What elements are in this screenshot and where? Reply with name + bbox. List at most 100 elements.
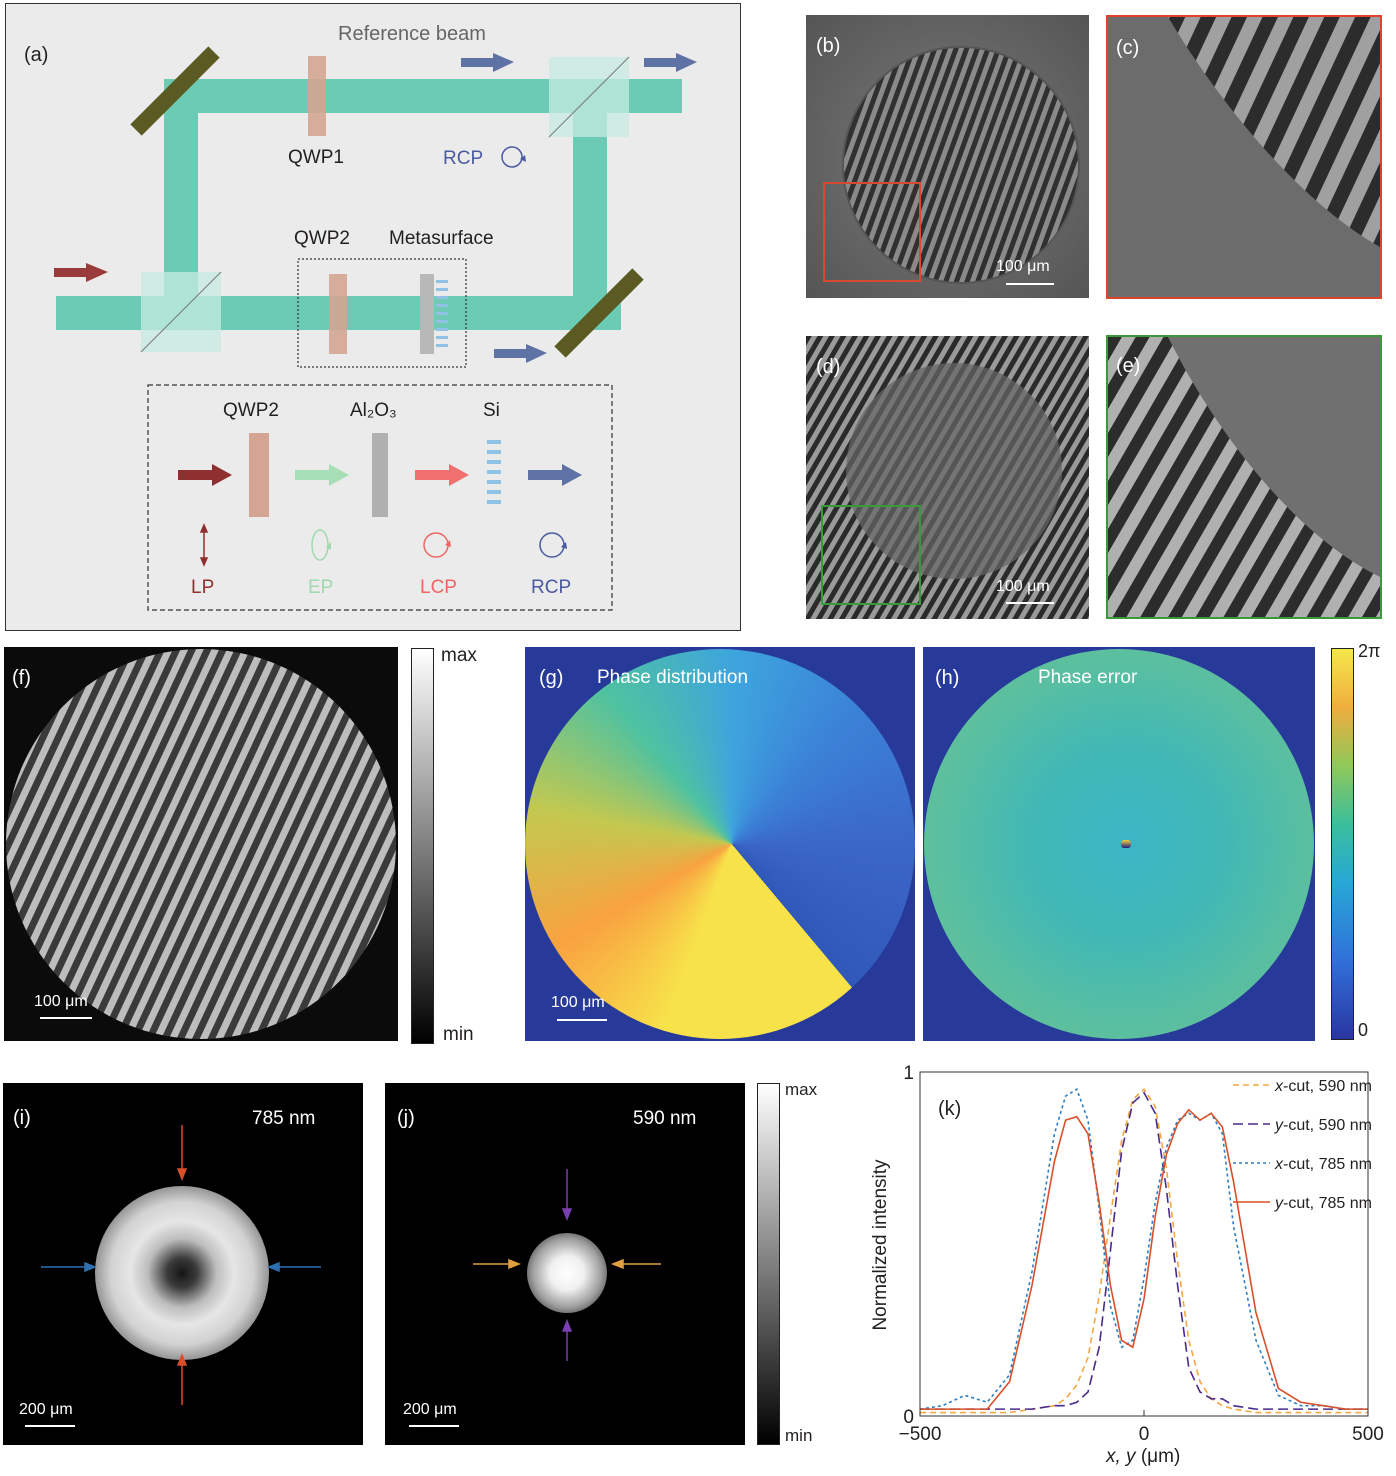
panel-i-wavelength: 785 nm — [252, 1108, 316, 1129]
lp-label: LP — [191, 577, 215, 598]
panel-i-scale-bar — [25, 1425, 75, 1427]
panel-c-image: (c) — [1106, 15, 1382, 299]
panel-i-image: (i) 785 nm 200 μm — [3, 1083, 363, 1445]
qwp2-label: QWP2 — [294, 228, 350, 249]
legend-label: y-cut, 785 nm — [1274, 1195, 1372, 1212]
panel-j-image: (j) 590 nm 200 μm — [385, 1083, 745, 1445]
spot-beam-590 — [527, 1233, 607, 1313]
arrow-top-orange-icon — [176, 1125, 188, 1182]
panel-j-colorbar — [757, 1083, 780, 1445]
inset-arrow-rcp-icon — [528, 464, 582, 486]
reference-beam-label: Reference beam — [338, 23, 486, 45]
panel-j-cbar-max: max — [785, 1080, 818, 1099]
arrows-i — [41, 1125, 321, 1405]
lcp-label: LCP — [420, 577, 457, 598]
series-line-1 — [920, 1091, 1368, 1410]
panel-d-scale-bar — [1006, 602, 1054, 604]
arrow-top-purple-icon — [561, 1169, 573, 1222]
inset-arrow-ep-icon — [295, 464, 349, 486]
legend-label: x-cut, 590 nm — [1274, 1078, 1372, 1095]
x-tick-label: 500 — [1352, 1424, 1384, 1445]
legend-label: x-cut, 785 nm — [1274, 1156, 1372, 1173]
inset-dashed-box — [147, 384, 613, 611]
arrow-left-orange-icon — [473, 1258, 522, 1270]
panel-g-title: Phase distribution — [597, 667, 749, 688]
qwp1-plate — [308, 56, 326, 136]
hologram-d — [806, 336, 1089, 619]
panel-g-scale-bar — [557, 1019, 607, 1021]
panel-h-colorbar — [1331, 648, 1354, 1040]
zoom-box-red — [823, 182, 921, 282]
arrow-left-blue-icon — [41, 1261, 98, 1273]
beam-splitter-top-diagonal — [548, 56, 630, 138]
phase-error-map-h — [924, 649, 1314, 1039]
y-axis-label: Normalized intensity — [870, 1159, 891, 1331]
panel-f-colorbar — [411, 648, 434, 1044]
panel-h-cbar-min: 0 — [1358, 1020, 1369, 1040]
panel-b-scale-bar — [1006, 283, 1054, 285]
y-tick-label: 0 — [903, 1407, 914, 1428]
panel-e-image: (e) — [1106, 335, 1382, 619]
panel-a-label: (a) — [24, 44, 49, 66]
panel-j-scale-text: 200 μm — [403, 1401, 457, 1418]
arrows-j — [473, 1169, 661, 1361]
mirror-top-left — [130, 46, 220, 136]
panel-b-label: (b) — [816, 35, 841, 57]
panel-h-cbar-max: 2π — [1358, 641, 1381, 661]
hologram-f — [6, 649, 396, 1039]
panel-i-label: (i) — [13, 1107, 31, 1129]
hologram-c — [1108, 17, 1380, 297]
rcp-top-label: RCP — [443, 148, 484, 169]
panel-f-scale-text: 100 μm — [34, 993, 88, 1010]
lcp-circle-icon — [423, 532, 451, 558]
panel-f-cbar-max: max — [441, 645, 477, 666]
x-axis-var: x, y — [1106, 1446, 1136, 1467]
panel-h-image: (h) Phase error — [923, 647, 1315, 1041]
x-tick-label: 0 — [1139, 1424, 1150, 1445]
panel-g-scale-text: 100 μm — [551, 994, 605, 1011]
panel-c-label: (c) — [1116, 37, 1140, 59]
inset-si-pillars — [487, 440, 501, 504]
beam-left-vertical — [164, 79, 198, 309]
inset-al2o3-label: Al₂O₃ — [350, 400, 397, 421]
ep-ellipse-icon — [311, 529, 331, 561]
panel-f-label: (f) — [12, 667, 31, 689]
panel-a: (a) Reference beam QWP1 RCP QWP2 Metasur… — [5, 3, 741, 631]
panel-b-image: (b) 100 μm — [806, 15, 1089, 298]
arrow-output-icon — [644, 53, 697, 72]
x-tick-label: −500 — [899, 1424, 942, 1445]
series-line-2 — [919, 1088, 1368, 1410]
lp-double-arrow-icon — [199, 523, 209, 567]
panel-d-scale-text: 100 μm — [996, 578, 1050, 595]
metasurface-substrate — [420, 274, 434, 354]
panel-b-scale-text: 100 μm — [996, 258, 1050, 275]
metasurface-label: Metasurface — [389, 228, 494, 249]
arrow-input-icon — [54, 263, 108, 282]
panel-h-title: Phase error — [1038, 667, 1138, 688]
panel-d-label: (d) — [816, 356, 841, 378]
phase-singularity — [1121, 840, 1131, 848]
series-line-3 — [920, 1108, 1368, 1410]
beam-splitter-bottom-diagonal — [140, 271, 222, 353]
panel-k: −500 0 500 0 1 x-cut, 590 nm y-cut, 590 nm x-c… — [860, 1060, 1396, 1476]
hologram-e — [1108, 337, 1380, 617]
arrow-reference-icon — [461, 53, 514, 72]
x-axis-unit: (μm) — [1140, 1446, 1181, 1467]
metasurface-pillars — [436, 280, 448, 347]
panel-j-label: (j) — [397, 1107, 415, 1129]
series-line-0 — [920, 1087, 1368, 1414]
rcp-circle-icon — [539, 532, 567, 558]
panel-i-scale-text: 200 μm — [19, 1401, 73, 1418]
rcp-label: RCP — [531, 577, 572, 598]
hologram-b — [806, 15, 1089, 298]
y-tick-label: 1 — [903, 1063, 914, 1084]
arrow-right-blue-icon — [266, 1261, 321, 1273]
panel-k-label: (k) — [938, 1098, 962, 1120]
qwp2-plate — [329, 274, 347, 354]
phase-map-g — [525, 649, 915, 1039]
arrow-bottom-purple-icon — [561, 1318, 573, 1361]
inset-qwp2-plate — [249, 433, 269, 517]
panel-j-wavelength: 590 nm — [633, 1108, 697, 1129]
panel-d-image: (d) 100 μm — [806, 336, 1089, 619]
